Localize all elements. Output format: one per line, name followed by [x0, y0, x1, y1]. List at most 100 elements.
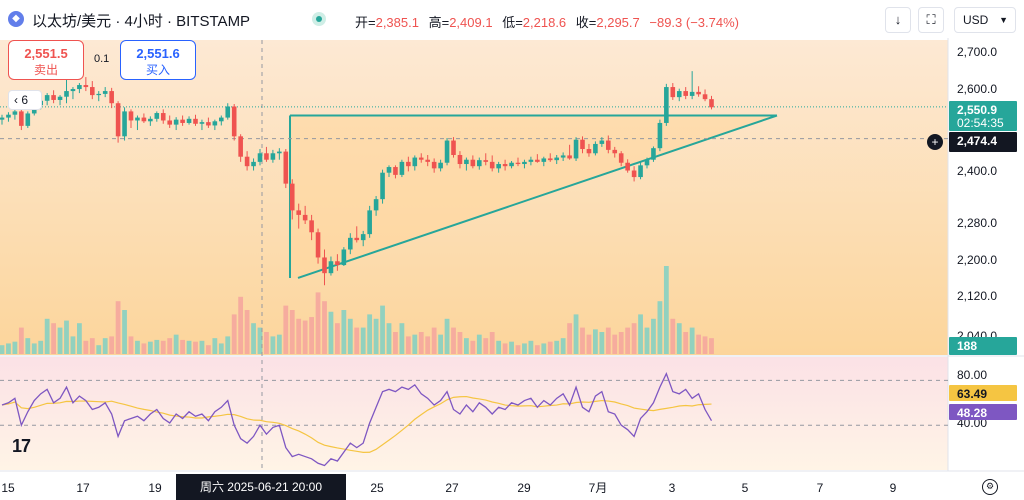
candle-body: [231, 106, 237, 137]
candle-body: [483, 160, 489, 162]
last-price-badge: 2,550.9: [957, 103, 997, 117]
volume-bar: [102, 338, 108, 354]
candle-body: [638, 165, 643, 178]
volume-bar: [405, 336, 411, 354]
volume-bar: [257, 327, 263, 354]
volume-bar: [25, 338, 31, 354]
volume-bar: [412, 334, 418, 354]
candle-body: [315, 232, 321, 258]
volume-bar: [302, 320, 308, 354]
volume-bar: [122, 310, 127, 354]
volume-bar: [231, 314, 237, 354]
volume-bar: [83, 340, 89, 354]
volume-bar: [135, 340, 140, 354]
candle-body: [515, 162, 521, 165]
volume-bar: [64, 320, 69, 354]
candle-body: [522, 161, 527, 165]
fullscreen-icon[interactable]: ⛶: [918, 7, 944, 33]
candle-body: [244, 156, 250, 167]
candle-body: [399, 161, 405, 175]
rsi-line: [1, 371, 713, 467]
candle-body: [431, 161, 437, 169]
crosshair-plus-icon: [927, 134, 943, 150]
indicator-count: 6: [21, 93, 29, 107]
volume-bar: [689, 327, 695, 354]
candle-body: [702, 94, 708, 100]
volume-bar: [393, 332, 398, 354]
sell-price: 2,551.5: [24, 46, 68, 61]
volume-bar: [44, 318, 50, 354]
volume-bar: [51, 323, 56, 354]
candle-body: [115, 103, 121, 137]
candle-body: [302, 214, 308, 221]
volume-bar: [341, 310, 347, 354]
candle-body: [96, 93, 102, 96]
volume-bar: [354, 327, 360, 354]
price-tick-label: 2,200.0: [957, 253, 997, 267]
volume-bar: [6, 343, 11, 354]
volume-bar: [283, 305, 289, 354]
volume-bar: [438, 334, 443, 354]
candle-body: [464, 159, 469, 165]
time-tick-label: 15: [1, 481, 15, 495]
volume-bar: [315, 292, 321, 354]
time-tick-label: 17: [76, 481, 90, 495]
candle-body: [148, 118, 153, 122]
volume-badge-bg: [949, 337, 1017, 355]
price-tick-label: 2,600.0: [957, 82, 997, 96]
volume-bar: [180, 339, 185, 354]
candle-body: [0, 117, 5, 120]
last-price-badge-bg: [949, 101, 1017, 131]
volume-bar: [386, 323, 392, 354]
rsi-value-badge-bg: [949, 385, 1017, 401]
candle-body: [528, 159, 534, 162]
candle-body: [186, 118, 192, 123]
candle-body: [354, 237, 360, 241]
last-price-badge: 02:54:35: [957, 116, 1004, 130]
candle-body: [309, 220, 314, 233]
volume-bar: [160, 340, 166, 354]
indicators-toggle[interactable]: ‹ 6: [8, 90, 42, 110]
volume-bar: [670, 318, 676, 354]
volume-bar: [522, 343, 527, 354]
candle-body: [664, 87, 669, 123]
volume-bar: [218, 343, 224, 354]
candle-body: [457, 154, 463, 165]
candle-body: [567, 155, 572, 159]
candle-body: [173, 119, 179, 125]
symbol-title[interactable]: 以太坊/美元 · 4小时 · BITSTAMP: [32, 13, 251, 30]
volume-bar: [309, 317, 314, 354]
open-label: 开=: [355, 15, 376, 30]
candle-body: [19, 111, 24, 126]
settings-icon[interactable]: ⚙: [982, 479, 998, 495]
volume-bar: [709, 338, 714, 354]
candle-body: [477, 160, 482, 167]
candle-body: [283, 151, 289, 184]
volume-bar: [96, 345, 102, 354]
candle-body: [709, 99, 714, 108]
candle-body: [651, 148, 656, 160]
candle-body: [560, 155, 566, 158]
volume-bar: [128, 336, 134, 354]
buy-price: 2,551.6: [136, 46, 180, 61]
candle-body: [206, 122, 211, 126]
candle-body: [322, 257, 327, 274]
currency-select[interactable]: USD ▼: [954, 7, 1016, 33]
volume-bar: [651, 318, 656, 354]
volume-bar: [418, 332, 424, 354]
candle-body: [386, 167, 392, 173]
candle-body: [380, 172, 385, 200]
candle-body: [412, 157, 418, 167]
volume-bar: [496, 340, 502, 354]
buy-button[interactable]: 2,551.6 买入: [120, 40, 196, 80]
chevron-up-icon: ‹: [14, 93, 18, 107]
rsi-ma-badge: 48.28: [957, 406, 987, 420]
sell-button[interactable]: 2,551.5 卖出: [8, 40, 84, 80]
candle-body: [180, 119, 185, 123]
volume-bar: [696, 334, 701, 354]
download-arrow-icon[interactable]: ↓: [885, 7, 911, 33]
time-tick-label: 27: [445, 481, 459, 495]
volume-bar: [676, 323, 682, 354]
volume-bar: [173, 334, 179, 354]
